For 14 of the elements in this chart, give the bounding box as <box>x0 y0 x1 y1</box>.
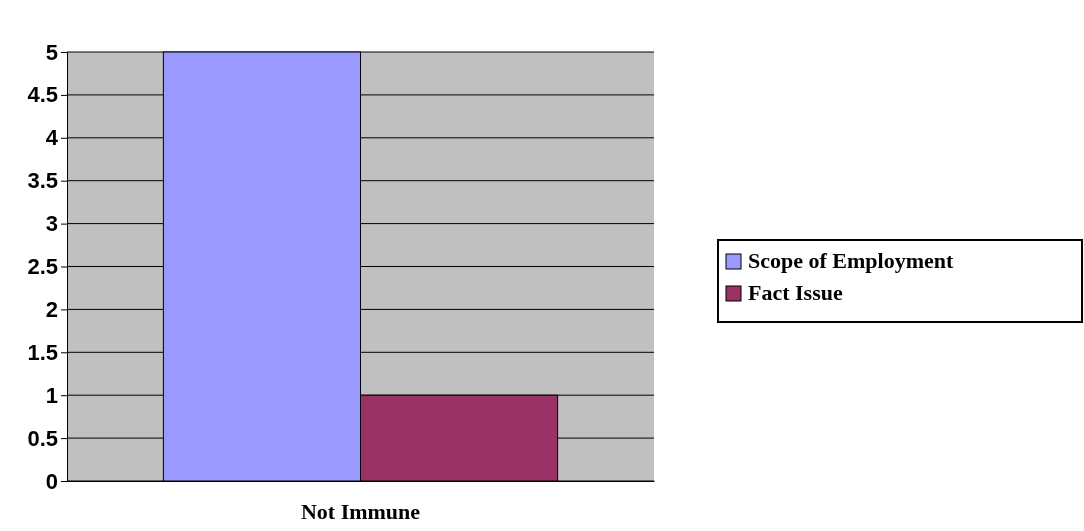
legend-label: Scope of Employment <box>748 248 954 273</box>
y-tick-label: 2 <box>45 296 58 322</box>
y-tick-label: 2.5 <box>27 254 58 280</box>
y-tick-label: 0.5 <box>27 425 58 451</box>
y-tick-label: 1.5 <box>27 339 58 365</box>
y-tick-label: 5 <box>45 39 58 65</box>
x-tick-label: Not Immune <box>300 499 421 525</box>
y-tick-label: 3.5 <box>27 168 58 194</box>
y-tick-label: 4.5 <box>27 82 58 108</box>
y-tick-label: 1 <box>45 382 58 408</box>
y-tick-label: 4 <box>45 125 59 151</box>
y-tick-label: 3 <box>45 211 58 237</box>
y-tick-label: 0 <box>45 468 58 494</box>
legend-label: Fact Issue <box>748 280 843 305</box>
